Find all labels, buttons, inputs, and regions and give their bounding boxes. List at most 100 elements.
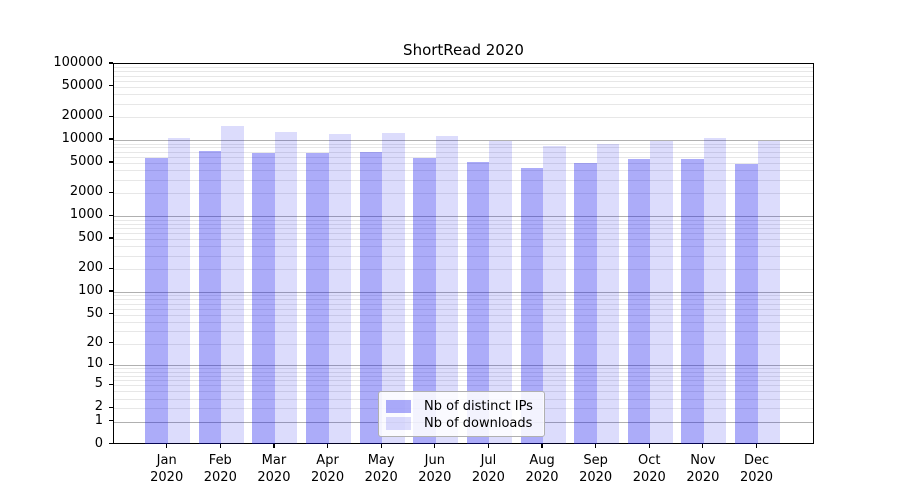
x-tick-mark — [755, 443, 758, 448]
gridline-minor — [114, 314, 813, 316]
gridline-minor — [114, 295, 813, 297]
x-tick-label-dec: Dec 2020 — [739, 452, 774, 485]
legend-label-distinct-ips: Nb of distinct IPs — [424, 399, 533, 414]
gridline-minor — [114, 156, 813, 158]
bar-may-distinct-ips — [359, 151, 383, 445]
bar-dec-distinct-ips — [735, 164, 758, 445]
x-tick-label-may: May 2020 — [364, 452, 398, 485]
plot-area — [113, 63, 814, 445]
gridline-minor — [114, 75, 813, 77]
bar-nov-distinct-ips — [681, 158, 704, 445]
y-tick-mark — [108, 442, 113, 445]
gridline-minor — [114, 219, 813, 221]
y-tick-label-50: 50 — [86, 305, 103, 321]
y-tick-label-10: 10 — [86, 356, 103, 372]
bar-dec-downloads — [757, 141, 781, 445]
gridline-minor — [114, 233, 813, 235]
y-tick-mark — [108, 290, 113, 292]
gridline-minor — [114, 193, 813, 195]
gridline-minor — [114, 223, 813, 225]
gridline-minor — [114, 147, 813, 149]
gridline-minor — [114, 71, 813, 73]
gridline-minor — [114, 299, 813, 301]
gridline-minor — [114, 303, 813, 305]
x-tick-label-oct: Oct 2020 — [632, 452, 666, 485]
y-tick-mark — [108, 363, 113, 365]
x-tick-label-feb: Feb 2020 — [203, 452, 237, 485]
y-tick-label-1: 1 — [94, 412, 103, 428]
chart-title: ShortRead 2020 — [403, 41, 524, 59]
bar-oct-downloads — [650, 140, 673, 445]
legend-swatch-distinct-ips — [386, 400, 411, 413]
gridline-minor — [114, 179, 813, 181]
y-tick-mark — [108, 267, 113, 269]
y-tick-mark — [108, 62, 113, 64]
y-tick-label-2000: 2000 — [69, 184, 103, 200]
bar-sep-downloads — [596, 143, 620, 445]
bar-jul-downloads — [489, 140, 512, 445]
gridline-minor — [114, 246, 813, 248]
bar-jul-distinct-ips — [466, 162, 490, 445]
gridline-minor — [114, 227, 813, 229]
gridline-minor — [114, 343, 813, 345]
gridline-minor — [114, 103, 813, 105]
y-tick-mark — [108, 312, 113, 315]
y-tick-label-100000: 100000 — [53, 55, 103, 70]
y-tick-mark — [108, 85, 113, 87]
bar-apr-downloads — [328, 134, 352, 445]
y-tick-label-100: 100 — [78, 282, 103, 298]
y-tick-mark — [108, 237, 113, 239]
y-tick-mark — [108, 406, 113, 408]
x-tick-mark — [487, 443, 489, 448]
x-tick-label-jul: Jul 2020 — [471, 452, 505, 485]
gridline-minor — [114, 80, 813, 82]
x-tick-label-mar: Mar 2020 — [257, 452, 291, 485]
gridline-minor — [114, 151, 813, 153]
y-tick-label-20: 20 — [86, 334, 103, 350]
bar-jun-downloads — [435, 135, 459, 445]
gridline-minor — [114, 170, 813, 172]
x-tick-mark — [541, 443, 543, 448]
bar-feb-distinct-ips — [198, 151, 222, 445]
x-tick-label-jun: Jun 2020 — [418, 452, 452, 485]
legend-item-distinct-ips: Nb of distinct IPs — [386, 399, 534, 414]
bar-may-downloads — [382, 132, 405, 445]
x-tick-label-sep: Sep 2020 — [579, 452, 613, 485]
gridline-minor — [114, 86, 813, 88]
gridline-minor — [114, 239, 813, 241]
gridline-minor — [114, 67, 813, 69]
x-tick-label-nov: Nov 2020 — [686, 452, 720, 485]
y-tick-label-5: 5 — [94, 376, 103, 392]
gridline-minor — [114, 255, 813, 257]
bar-apr-distinct-ips — [306, 152, 329, 445]
y-tick-mark — [108, 161, 113, 163]
bar-aug-distinct-ips — [520, 168, 544, 445]
x-tick-mark — [595, 443, 597, 448]
y-tick-mark — [108, 138, 113, 140]
gridline-minor — [114, 368, 813, 370]
gridline-minor — [114, 385, 813, 387]
x-tick-mark — [273, 443, 275, 448]
y-tick-label-20000: 20000 — [61, 108, 103, 124]
bar-jan-downloads — [167, 138, 191, 445]
bar-mar-downloads — [274, 131, 298, 445]
legend-label-downloads: Nb of downloads — [424, 416, 533, 431]
x-tick-label-apr: Apr 2020 — [311, 452, 345, 485]
y-tick-label-50000: 50000 — [61, 77, 103, 93]
y-tick-mark — [108, 191, 113, 193]
x-tick-mark — [702, 443, 704, 448]
gridline-major — [114, 365, 813, 367]
bar-jan-distinct-ips — [145, 157, 168, 445]
legend-swatch-downloads — [386, 417, 411, 430]
gridline-major — [114, 216, 813, 218]
y-tick-mark — [108, 383, 113, 385]
bar-feb-downloads — [221, 126, 244, 445]
y-tick-mark — [108, 419, 113, 422]
bar-aug-downloads — [543, 145, 566, 445]
gridline-major — [114, 140, 813, 142]
x-tick-mark — [166, 443, 168, 448]
gridline-minor — [114, 163, 813, 164]
y-tick-label-1000: 1000 — [69, 207, 103, 223]
x-tick-label-aug: Aug 2020 — [525, 452, 559, 485]
